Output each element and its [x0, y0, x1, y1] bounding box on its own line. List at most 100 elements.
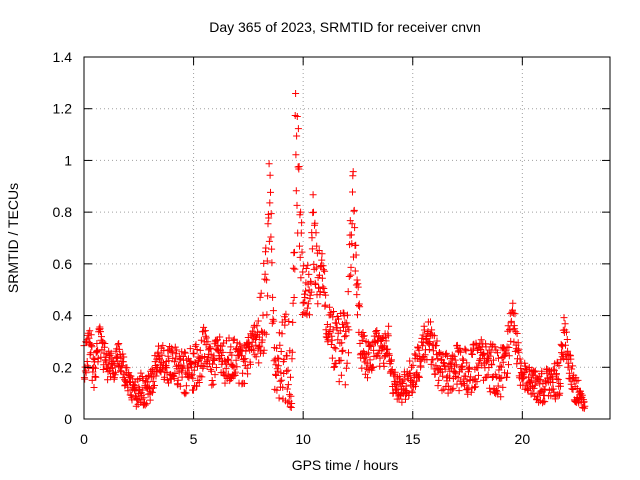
data-point — [284, 366, 292, 374]
data-point — [402, 382, 410, 390]
data-point — [423, 335, 431, 342]
data-point — [451, 362, 458, 370]
data-point — [353, 291, 361, 299]
data-point — [297, 274, 305, 282]
data-point — [343, 319, 351, 327]
data-point — [513, 330, 521, 337]
data-point — [159, 342, 167, 350]
data-point — [491, 343, 499, 351]
data-point — [286, 403, 294, 411]
data-point — [192, 341, 200, 349]
data-point — [332, 345, 340, 353]
srmtid-series — [80, 90, 589, 412]
data-point — [350, 206, 358, 214]
data-point — [360, 332, 368, 340]
y-tick-label: 0.8 — [53, 204, 73, 220]
data-point — [196, 346, 204, 354]
data-point — [505, 361, 512, 369]
data-point — [283, 385, 291, 393]
data-point — [297, 208, 305, 216]
data-point — [190, 350, 198, 358]
data-point — [459, 355, 467, 363]
data-point — [547, 392, 555, 400]
data-point — [183, 356, 191, 364]
data-point — [292, 151, 300, 159]
data-point — [409, 361, 417, 369]
data-point — [303, 304, 311, 312]
data-point — [413, 369, 421, 377]
data-point — [572, 377, 580, 385]
data-point — [362, 353, 370, 361]
data-point — [372, 328, 380, 336]
data-point — [193, 382, 201, 390]
data-point — [328, 336, 336, 344]
data-point — [559, 342, 567, 350]
data-point — [199, 328, 206, 336]
data-point — [297, 229, 305, 237]
data-point — [393, 388, 401, 396]
data-point — [265, 237, 273, 245]
data-point — [143, 400, 151, 408]
data-point — [115, 340, 123, 347]
data-point — [449, 384, 457, 392]
data-point — [256, 293, 264, 301]
data-point — [211, 371, 219, 379]
data-point — [466, 365, 473, 373]
data-point — [284, 381, 292, 389]
data-point — [461, 345, 469, 353]
data-point — [345, 349, 352, 357]
data-point — [308, 245, 316, 253]
data-point — [301, 294, 309, 301]
axis-ticks: 0 0.2 0.4 0.6 0.8 1 1.2 1.4 0 5 10 15 20 — [53, 49, 610, 447]
data-point — [433, 337, 441, 345]
data-point — [441, 365, 449, 373]
data-point — [313, 242, 321, 250]
data-point — [171, 358, 179, 366]
data-point — [337, 371, 345, 379]
data-point — [326, 303, 334, 311]
data-point — [292, 90, 300, 97]
data-point — [288, 400, 296, 407]
data-point — [298, 219, 306, 227]
y-tick-label: 0.6 — [53, 256, 73, 272]
data-point — [574, 376, 582, 384]
data-point — [330, 308, 337, 315]
data-point — [171, 343, 179, 351]
data-point — [267, 233, 275, 241]
data-point — [294, 125, 302, 133]
data-point — [528, 376, 535, 384]
data-point — [428, 326, 436, 334]
data-point — [233, 344, 240, 352]
data-point — [503, 373, 511, 381]
data-point — [316, 288, 324, 296]
data-point — [398, 398, 406, 406]
data-point — [278, 330, 286, 338]
data-point — [104, 376, 112, 384]
data-point — [252, 353, 260, 361]
data-point — [564, 347, 572, 355]
data-point — [182, 389, 190, 397]
data-point — [565, 369, 573, 377]
data-point — [293, 113, 301, 120]
data-point — [92, 373, 100, 381]
data-point — [444, 382, 452, 390]
data-point — [218, 342, 226, 350]
x-tick-label: 0 — [80, 431, 88, 447]
data-point — [448, 386, 456, 394]
data-point — [318, 274, 326, 282]
data-point — [257, 289, 265, 297]
data-point — [474, 364, 482, 372]
data-point — [266, 171, 274, 179]
data-point — [101, 340, 109, 347]
data-point — [509, 306, 516, 314]
data-point — [253, 322, 261, 330]
y-axis-label: SRMTID / TECUs — [5, 183, 21, 293]
data-point — [406, 357, 414, 365]
data-point — [431, 370, 439, 378]
data-point — [486, 388, 494, 396]
data-point — [516, 355, 524, 363]
data-point — [286, 391, 293, 399]
data-point — [341, 381, 349, 389]
data-point — [530, 368, 538, 376]
